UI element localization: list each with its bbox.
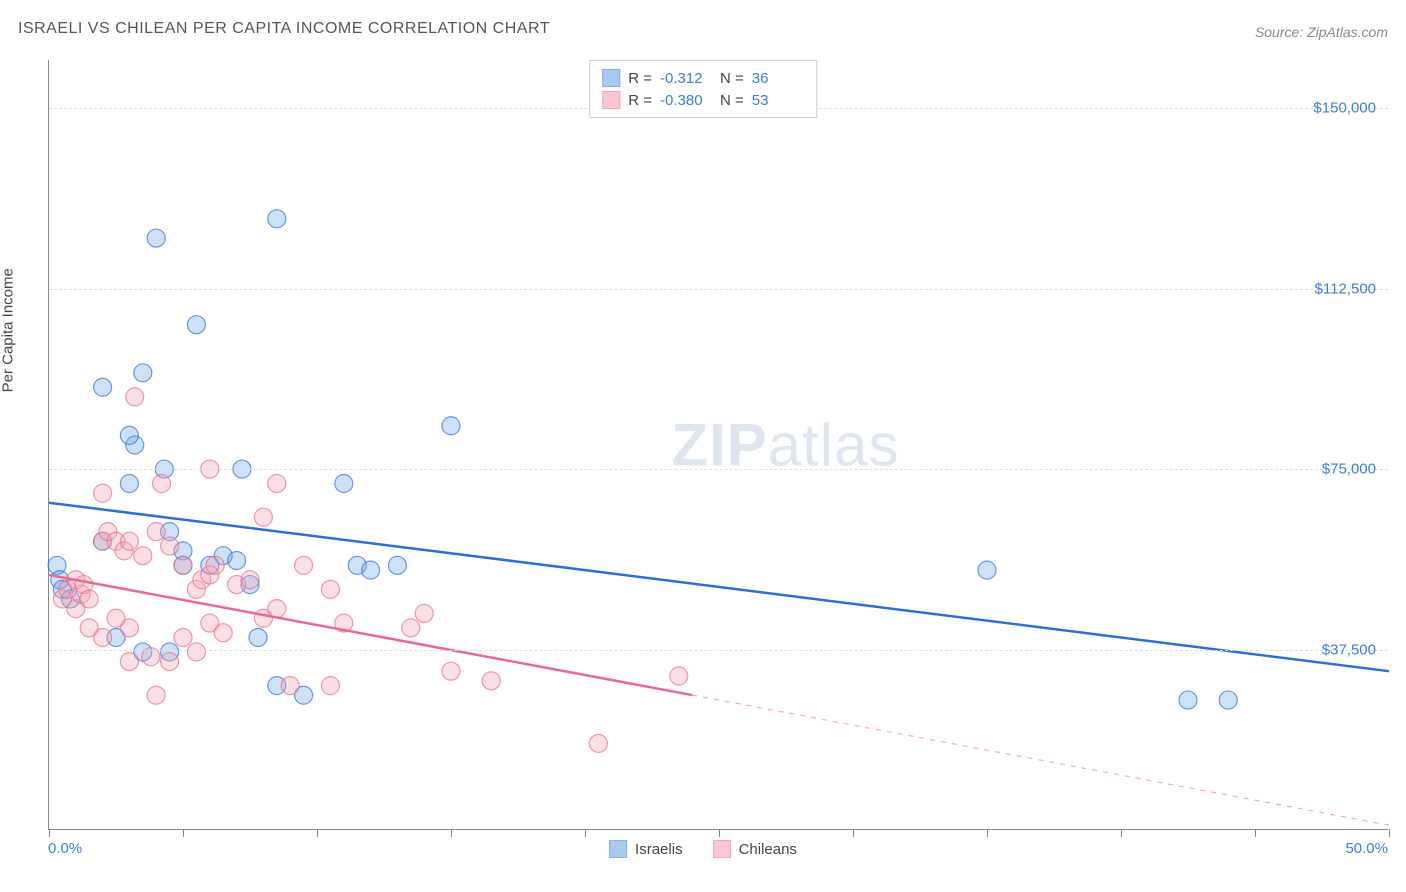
- x-min-label: 0.0%: [48, 840, 82, 857]
- data-point: [120, 532, 138, 550]
- swatch-chileans: [602, 91, 620, 109]
- data-point: [589, 734, 607, 752]
- x-tick: [49, 829, 50, 837]
- data-point: [147, 686, 165, 704]
- x-tick: [987, 829, 988, 837]
- chart-container: ISRAELI VS CHILEAN PER CAPITA INCOME COR…: [0, 0, 1406, 892]
- data-point: [120, 426, 138, 444]
- data-point: [187, 643, 205, 661]
- n-value-israelis: 36: [752, 70, 804, 87]
- y-axis-label: Per Capita Income: [0, 268, 17, 392]
- y-tick-label: $37,500: [1322, 641, 1376, 658]
- data-point: [335, 475, 353, 493]
- gridline: [49, 469, 1388, 470]
- r-label: R =: [628, 92, 652, 109]
- data-point: [442, 417, 460, 435]
- stats-box: R = -0.312 N = 36 R = -0.380 N = 53: [589, 60, 817, 118]
- data-point: [147, 523, 165, 541]
- data-point: [254, 508, 272, 526]
- r-value-chileans: -0.380: [660, 92, 712, 109]
- y-tick-label: $112,500: [1315, 280, 1376, 297]
- legend-swatch-chileans: [713, 840, 731, 858]
- x-tick: [1255, 829, 1256, 837]
- stats-row-israelis: R = -0.312 N = 36: [602, 67, 804, 89]
- data-point: [153, 475, 171, 493]
- data-point: [187, 316, 205, 334]
- legend-label-chileans: Chileans: [739, 841, 797, 858]
- x-tick: [719, 829, 720, 837]
- legend-item-chileans: Chileans: [713, 840, 797, 858]
- data-point: [249, 629, 267, 647]
- data-point: [126, 388, 144, 406]
- x-tick: [853, 829, 854, 837]
- data-point: [174, 629, 192, 647]
- n-value-chileans: 53: [752, 92, 804, 109]
- legend-swatch-israelis: [609, 840, 627, 858]
- data-point: [482, 672, 500, 690]
- bottom-legend: Israelis Chileans: [609, 840, 797, 858]
- data-point: [415, 604, 433, 622]
- data-point: [241, 571, 259, 589]
- n-label: N =: [720, 92, 744, 109]
- y-tick-label: $150,000: [1313, 100, 1376, 117]
- data-point: [134, 364, 152, 382]
- data-point: [161, 537, 179, 555]
- data-point: [120, 619, 138, 637]
- data-point: [94, 378, 112, 396]
- data-point: [321, 677, 339, 695]
- data-point: [268, 475, 286, 493]
- swatch-israelis: [602, 69, 620, 87]
- data-point: [120, 653, 138, 671]
- data-point: [134, 547, 152, 565]
- x-tick: [1389, 829, 1390, 837]
- source-label: Source: ZipAtlas.com: [1255, 24, 1388, 40]
- data-point: [402, 619, 420, 637]
- data-point: [147, 229, 165, 247]
- data-point: [94, 629, 112, 647]
- data-point: [362, 561, 380, 579]
- data-point: [442, 662, 460, 680]
- data-point: [1219, 691, 1237, 709]
- x-max-label: 50.0%: [1345, 840, 1388, 857]
- data-point: [161, 653, 179, 671]
- data-point: [174, 556, 192, 574]
- gridline: [49, 289, 1388, 290]
- x-tick: [585, 829, 586, 837]
- x-tick: [1121, 829, 1122, 837]
- x-tick: [451, 829, 452, 837]
- data-point: [268, 600, 286, 618]
- r-value-israelis: -0.312: [660, 70, 712, 87]
- trend-line-extrapolated: [692, 695, 1389, 825]
- data-point: [268, 210, 286, 228]
- legend-item-israelis: Israelis: [609, 840, 683, 858]
- data-point: [206, 556, 224, 574]
- trend-line: [49, 575, 692, 695]
- plot-area: ZIPatlas $37,500$75,000$112,500$150,000: [48, 60, 1388, 830]
- chart-title: ISRAELI VS CHILEAN PER CAPITA INCOME COR…: [18, 20, 550, 38]
- data-point: [978, 561, 996, 579]
- data-point: [281, 677, 299, 695]
- r-label: R =: [628, 70, 652, 87]
- data-point: [80, 590, 98, 608]
- data-point: [295, 556, 313, 574]
- gridline: [49, 650, 1388, 651]
- stats-row-chileans: R = -0.380 N = 53: [602, 89, 804, 111]
- data-point: [120, 475, 138, 493]
- data-point: [670, 667, 688, 685]
- data-point: [228, 552, 246, 570]
- data-point: [214, 624, 232, 642]
- x-tick: [183, 829, 184, 837]
- y-tick-label: $75,000: [1322, 461, 1376, 478]
- legend-label-israelis: Israelis: [635, 841, 683, 858]
- data-point: [94, 484, 112, 502]
- x-tick: [317, 829, 318, 837]
- scatter-plot-svg: [49, 60, 1388, 829]
- data-point: [321, 580, 339, 598]
- data-point: [388, 556, 406, 574]
- n-label: N =: [720, 70, 744, 87]
- data-point: [1179, 691, 1197, 709]
